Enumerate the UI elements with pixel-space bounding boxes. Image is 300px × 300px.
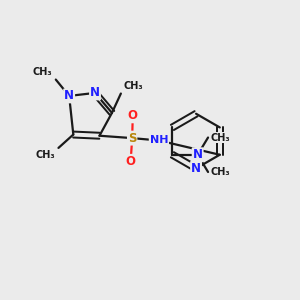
Text: N: N: [193, 148, 203, 161]
Text: CH₃: CH₃: [36, 150, 56, 160]
Text: N: N: [90, 86, 100, 99]
Text: S: S: [128, 132, 136, 145]
Text: N: N: [191, 162, 201, 175]
Text: NH: NH: [150, 136, 168, 146]
Text: N: N: [64, 89, 74, 102]
Text: CH₃: CH₃: [124, 81, 143, 91]
Text: O: O: [126, 155, 136, 168]
Text: O: O: [128, 109, 138, 122]
Text: CH₃: CH₃: [210, 167, 230, 177]
Text: CH₃: CH₃: [33, 67, 52, 77]
Text: CH₃: CH₃: [210, 133, 230, 142]
